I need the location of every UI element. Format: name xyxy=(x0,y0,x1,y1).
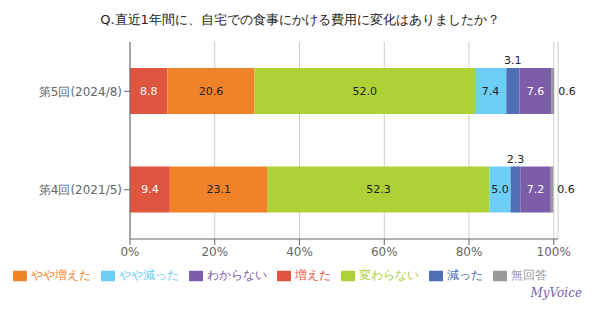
svg-text:0%: 0% xyxy=(120,245,139,259)
html-text:MyVoice: MyVoice xyxy=(530,286,582,300)
svg-text:52.3: 52.3 xyxy=(366,183,391,196)
html-text:Q.直近1年間に、自宅での食事にかける費用に変化はありました: Q.直近1年間に、自宅での食事にかける費用に変化はありましたか？ xyxy=(100,12,500,27)
svg-text:60%: 60% xyxy=(371,245,398,259)
svg-text:7.6: 7.6 xyxy=(527,85,545,98)
svg-text:80%: 80% xyxy=(456,245,483,259)
html-text:無回答: 無回答 xyxy=(511,268,547,282)
html-text:減った: 減った xyxy=(447,268,483,282)
svg-text:9.4: 9.4 xyxy=(141,183,159,196)
svg-text:100%: 100% xyxy=(537,245,571,259)
svg-text:0.6: 0.6 xyxy=(557,183,575,196)
html-text:わからない: わからない xyxy=(207,268,267,282)
html-text:やや減った: やや減った xyxy=(119,268,179,282)
html-text:やや増えた: やや増えた xyxy=(31,268,91,282)
svg-text:2.3: 2.3 xyxy=(507,153,525,166)
svg-text:20.6: 20.6 xyxy=(199,85,224,98)
svg-text:第5回(2024/8): 第5回(2024/8) xyxy=(39,85,122,99)
svg-text:52.0: 52.0 xyxy=(353,85,378,98)
html-text:変わらない: 変わらない xyxy=(359,268,419,282)
svg-text:3.1: 3.1 xyxy=(504,54,522,67)
svg-text:40%: 40% xyxy=(286,245,313,259)
html-text:増えた: 増えた xyxy=(295,268,331,282)
svg-text:第4回(2021/5): 第4回(2021/5) xyxy=(39,183,122,197)
svg-text:8.8: 8.8 xyxy=(140,85,158,98)
svg-text:20%: 20% xyxy=(201,245,228,259)
svg-text:7.2: 7.2 xyxy=(527,183,545,196)
svg-text:7.4: 7.4 xyxy=(482,85,500,98)
svg-text:23.1: 23.1 xyxy=(207,183,232,196)
svg-text:5.0: 5.0 xyxy=(491,183,509,196)
svg-text:0.6: 0.6 xyxy=(558,85,576,98)
